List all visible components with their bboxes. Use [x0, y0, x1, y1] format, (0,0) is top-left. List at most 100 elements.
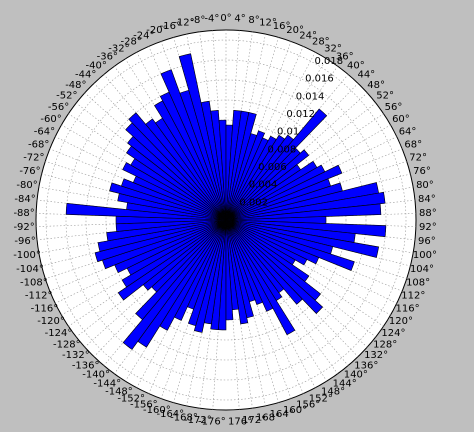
bar: [117, 219, 227, 301]
bar: [225, 219, 296, 336]
theta-tick-label: 112°: [401, 291, 425, 302]
bar: [225, 191, 386, 221]
r-tick-label: 0.01: [277, 127, 299, 138]
theta-tick-label: 20°: [286, 25, 304, 36]
theta-tick-label: 88°: [419, 208, 437, 219]
theta-tick-label: 12°: [259, 17, 277, 28]
theta-tick-label: -148°: [105, 386, 133, 397]
theta-tick-label: 160°: [283, 405, 307, 416]
theta-tick-label: -12°: [173, 17, 194, 28]
theta-tick-label: -44°: [75, 70, 96, 81]
theta-tick-label: 24°: [299, 30, 317, 41]
bar: [178, 53, 227, 221]
theta-tick-label: 16°: [273, 21, 291, 32]
theta-tick-label: 52°: [376, 91, 394, 102]
theta-tick-label: -140°: [82, 370, 110, 381]
theta-tick-label: -52°: [56, 91, 77, 102]
theta-tick-label: 136°: [354, 360, 378, 371]
theta-tick-label: -120°: [37, 316, 65, 327]
r-tick-label: 0.016: [305, 74, 334, 85]
theta-tick-label: -156°: [130, 400, 158, 411]
theta-tick-label: -116°: [31, 304, 59, 315]
theta-tick-label: 108°: [406, 277, 430, 288]
bar: [160, 69, 227, 221]
theta-tick-label: 92°: [419, 222, 437, 233]
grid-circle: [105, 99, 347, 341]
theta-tick-label: -124°: [45, 328, 73, 339]
theta-tick-label: -24°: [133, 30, 154, 41]
r-tick-label: 0.006: [258, 162, 287, 173]
theta-tick-label: 132°: [364, 350, 388, 361]
theta-tick-label: -112°: [25, 291, 53, 302]
theta-tick-label: -48°: [65, 80, 86, 91]
theta-tick-label: -100°: [13, 250, 41, 261]
theta-tick-label: 168°: [256, 413, 280, 424]
theta-tick-label: -36°: [97, 52, 118, 63]
theta-tick-label: 172°: [242, 415, 266, 426]
bar: [121, 219, 227, 288]
bar: [218, 119, 227, 221]
theta-tick-label: -136°: [72, 360, 100, 371]
theta-tick-label: 156°: [296, 400, 320, 411]
bar: [225, 108, 328, 221]
r-tick-label: 0.014: [296, 91, 325, 102]
r-tick-label: 0.002: [239, 197, 268, 208]
theta-tick-label: 104°: [410, 264, 434, 275]
theta-tick-label: 124°: [381, 328, 405, 339]
theta-tick-label: 116°: [396, 304, 420, 315]
bar: [225, 219, 234, 321]
r-tick-label: 0.008: [268, 144, 297, 155]
theta-tick-label: 68°: [404, 139, 422, 150]
r-tick-label: 0.018: [315, 56, 344, 67]
theta-tick-label: -8°: [190, 15, 205, 26]
theta-tick-label: 40°: [347, 60, 365, 71]
theta-tick-label: -96°: [14, 236, 35, 247]
bar: [225, 164, 343, 221]
theta-tick-label: 0°: [220, 13, 231, 24]
bar: [145, 118, 227, 221]
theta-tick-label: -176°: [198, 417, 226, 428]
theta-tick-label: 28°: [312, 37, 330, 48]
bar: [225, 219, 303, 305]
theta-tick-label: 64°: [399, 126, 417, 137]
theta-tick-label: -40°: [85, 60, 106, 71]
bar: [210, 109, 227, 221]
theta-tick-label: 32°: [324, 44, 342, 55]
bar: [225, 219, 324, 314]
theta-tick-label: -56°: [48, 102, 69, 113]
theta-tick-label: -68°: [28, 139, 49, 150]
theta-tick-label: -4°: [204, 13, 219, 24]
theta-tick-label: 96°: [418, 236, 436, 247]
theta-tick-label: 100°: [413, 250, 437, 261]
theta-tick-label: -132°: [62, 350, 90, 361]
bar: [200, 100, 227, 221]
bar: [225, 203, 382, 221]
theta-tick-label: -28°: [120, 37, 141, 48]
theta-tick-label: 72°: [409, 153, 427, 164]
bar: [106, 219, 227, 242]
theta-tick-label: -72°: [23, 153, 44, 164]
r-tick-label: 0.012: [286, 109, 315, 120]
theta-tick-label: 140°: [344, 370, 368, 381]
theta-tick-label: -168°: [170, 413, 198, 424]
bar: [135, 219, 227, 321]
theta-tick-label: 36°: [336, 52, 354, 63]
theta-tick-label: 84°: [418, 194, 436, 205]
theta-tick-label: 4°: [234, 13, 245, 24]
theta-tick-label: -16°: [160, 21, 181, 32]
theta-tick-label: 76°: [413, 166, 431, 177]
theta-tick-label: -104°: [16, 264, 44, 275]
theta-tick-label: 120°: [389, 316, 413, 327]
theta-tick-label: 144°: [333, 378, 357, 389]
theta-tick-label: -76°: [19, 166, 40, 177]
theta-tick-label: 176°: [228, 417, 252, 428]
r-tick-label: 0.004: [249, 180, 278, 191]
theta-tick-label: -128°: [53, 339, 81, 350]
bar: [225, 219, 320, 265]
bar: [94, 219, 227, 263]
bar: [225, 219, 249, 325]
bar: [225, 219, 264, 305]
theta-tick-label: -92°: [13, 222, 34, 233]
bar: [97, 219, 227, 252]
